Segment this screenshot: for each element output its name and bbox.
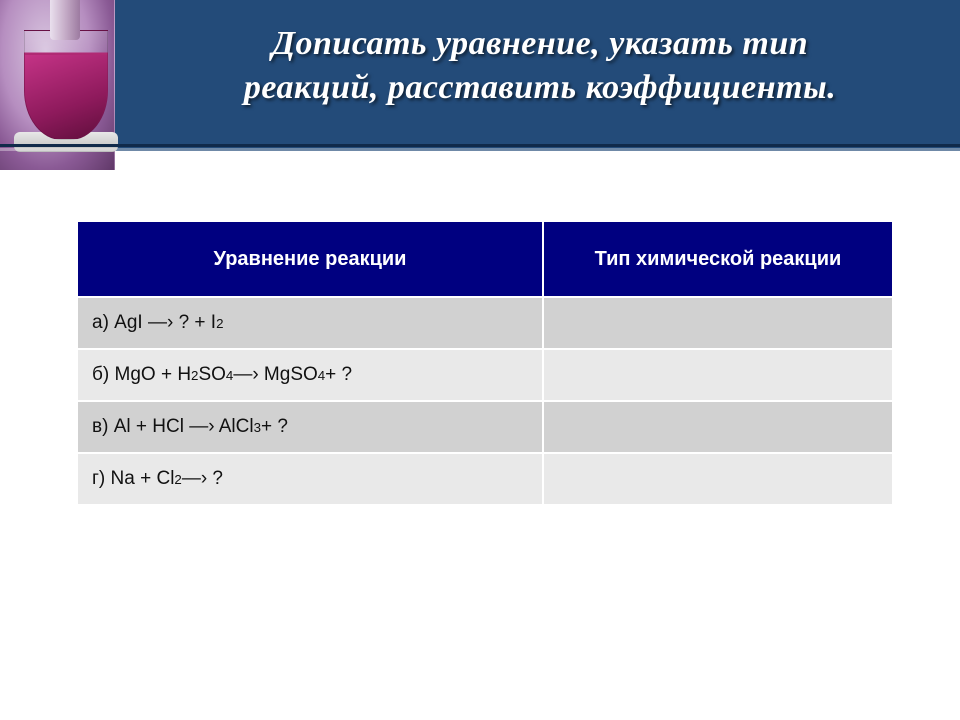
cell-equation: а) AgI —› ? + I2 <box>77 297 543 349</box>
col-header-type: Тип химической реакции <box>543 221 893 297</box>
cell-equation: б) MgO + H2SO4 —› MgSO4 + ? <box>77 349 543 401</box>
table-row: б) MgO + H2SO4 —› MgSO4 + ? <box>77 349 893 401</box>
cell-reaction-type[interactable] <box>543 349 893 401</box>
table-row: в) Al + HCl —› AlCl3 + ? <box>77 401 893 453</box>
flask-neck <box>50 0 80 40</box>
slide-title: Дописать уравнение, указать тип реакций,… <box>140 22 940 109</box>
accent-stripe-dark <box>0 144 960 147</box>
slide-title-line2: реакций, расставить коэффициенты. <box>140 66 940 110</box>
cell-equation: г) Na + Cl2 —› ? <box>77 453 543 505</box>
cell-equation: в) Al + HCl —› AlCl3 + ? <box>77 401 543 453</box>
cell-reaction-type[interactable] <box>543 453 893 505</box>
reactions-table: Уравнение реакции Тип химической реакции… <box>76 220 894 506</box>
flask-liquid <box>25 55 107 139</box>
table-row: г) Na + Cl2 —› ? <box>77 453 893 505</box>
table-body: а) AgI —› ? + I2 б) MgO + H2SO4 —› MgSO4… <box>77 297 893 505</box>
cell-reaction-type[interactable] <box>543 401 893 453</box>
slide-title-line1: Дописать уравнение, указать тип <box>140 22 940 66</box>
table-header-row: Уравнение реакции Тип химической реакции <box>77 221 893 297</box>
table-row: а) AgI —› ? + I2 <box>77 297 893 349</box>
accent-stripe-light <box>0 148 960 151</box>
col-header-equation: Уравнение реакции <box>77 221 543 297</box>
slide: Дописать уравнение, указать тип реакций,… <box>0 0 960 720</box>
cell-reaction-type[interactable] <box>543 297 893 349</box>
flask-body <box>24 30 108 140</box>
